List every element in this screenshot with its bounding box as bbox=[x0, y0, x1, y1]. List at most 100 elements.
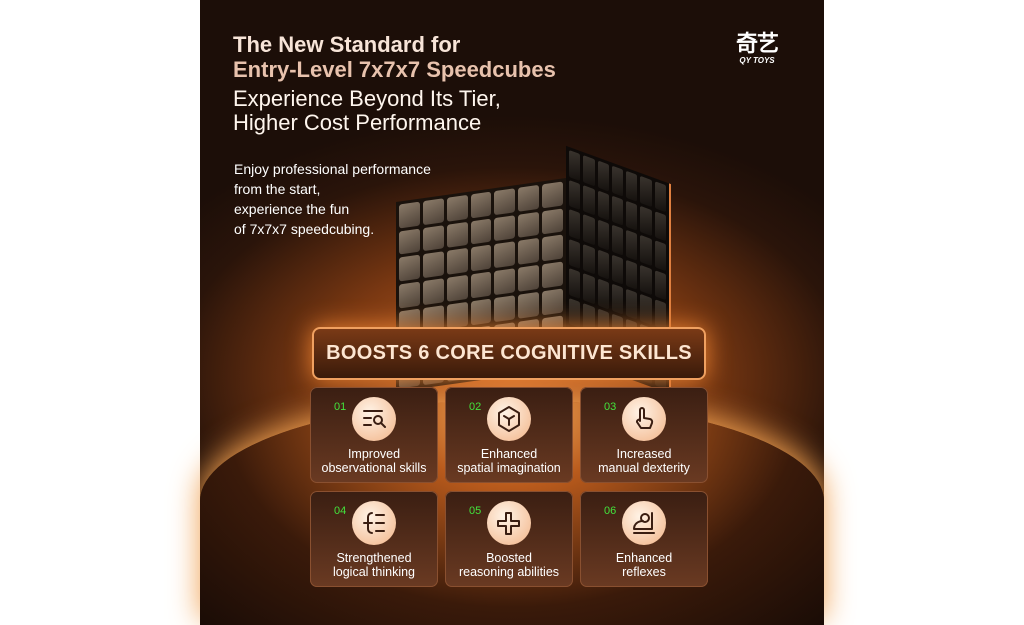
skill-label-line2: reflexes bbox=[622, 565, 666, 579]
cube-tile bbox=[597, 160, 609, 192]
cube-tile bbox=[446, 301, 468, 329]
cube-tile bbox=[542, 234, 563, 262]
cube-tile bbox=[399, 281, 420, 309]
skill-label-line1: Boosted bbox=[486, 551, 532, 565]
cube-tile bbox=[597, 278, 609, 310]
cube-tile bbox=[518, 238, 540, 265]
cube-tile bbox=[597, 189, 609, 221]
cube-tile bbox=[422, 224, 444, 252]
cube-tile bbox=[640, 235, 652, 266]
skill-label-line1: Enhanced bbox=[480, 447, 538, 461]
cube-tile bbox=[494, 241, 516, 269]
cube-tile bbox=[611, 283, 624, 315]
skill-label-line2: manual dexterity bbox=[598, 461, 690, 475]
cube-tile bbox=[626, 259, 638, 291]
cube-tile bbox=[597, 219, 609, 251]
cube-tile bbox=[399, 255, 420, 282]
headline-line1: The New Standard for bbox=[233, 32, 461, 57]
skill-card: 02 Enhanced spatial imagination bbox=[445, 387, 573, 483]
cube-tile bbox=[518, 184, 540, 212]
skill-label: Increased manual dexterity bbox=[580, 447, 708, 475]
cube-tile bbox=[626, 200, 638, 232]
cube-tile bbox=[494, 268, 516, 295]
skill-label-line1: Improved bbox=[347, 447, 401, 461]
cube-tile bbox=[583, 243, 595, 275]
cube-tile bbox=[518, 291, 540, 319]
cube-tile bbox=[611, 195, 624, 226]
brand-logo: 奇艺 QY TOYS bbox=[736, 31, 779, 66]
skill-label: Improved observational skills bbox=[310, 447, 438, 475]
skills-banner: BOOSTS 6 CORE COGNITIVE SKILLS bbox=[312, 327, 706, 380]
cube-tile bbox=[626, 170, 638, 202]
cube-tile bbox=[494, 188, 516, 215]
cube-tile bbox=[654, 240, 666, 271]
cube-tile bbox=[422, 251, 444, 279]
headline-line3: Experience Beyond Its Tier, bbox=[233, 86, 501, 111]
skill-number: 02 bbox=[469, 401, 482, 413]
cube-tile bbox=[446, 221, 468, 249]
skill-label-line2: logical thinking bbox=[333, 565, 415, 579]
cube-tile bbox=[569, 209, 581, 240]
cube-tile bbox=[583, 184, 595, 216]
cube-tile bbox=[569, 268, 581, 299]
skill-label-line2: observational skills bbox=[321, 461, 427, 475]
cube-tile bbox=[542, 181, 563, 209]
cube-tile bbox=[611, 165, 624, 197]
headline-line4: Higher Cost Performance bbox=[233, 110, 482, 135]
cube-tile bbox=[640, 294, 652, 325]
cube-tile bbox=[422, 278, 444, 306]
cube-tile bbox=[542, 288, 563, 315]
cube-tile bbox=[583, 273, 595, 305]
cube-tile bbox=[626, 229, 638, 261]
puzzle-knot-icon bbox=[487, 501, 531, 545]
cube-tile bbox=[597, 249, 609, 280]
hand-pointer-icon bbox=[622, 397, 666, 441]
skill-number: 03 bbox=[604, 401, 617, 413]
cube-tile bbox=[654, 299, 666, 331]
skill-label-line2: reasoning abilities bbox=[458, 565, 560, 579]
cube-tile bbox=[654, 181, 666, 212]
cube-tile bbox=[626, 289, 638, 320]
skill-number: 01 bbox=[334, 401, 347, 413]
cube-tile bbox=[569, 149, 581, 181]
logic-list-icon bbox=[352, 501, 396, 545]
skill-card: 04 Strengthened logical thinking bbox=[310, 491, 438, 587]
cube-tile bbox=[611, 254, 624, 285]
cube-tile bbox=[583, 155, 595, 186]
skill-label: Enhanced reflexes bbox=[580, 551, 708, 579]
cube-tile bbox=[542, 261, 563, 289]
skill-card: 06 Enhanced reflexes bbox=[580, 491, 708, 587]
cube-tile bbox=[640, 175, 652, 207]
skill-label: Strengthened logical thinking bbox=[310, 551, 438, 579]
skill-card: 03 Increased manual dexterity bbox=[580, 387, 708, 483]
search-list-icon bbox=[352, 397, 396, 441]
skill-number: 05 bbox=[469, 505, 482, 517]
cube-tile bbox=[399, 201, 420, 229]
skill-label-line1: Increased bbox=[616, 447, 672, 461]
cube-tile bbox=[446, 275, 468, 302]
cube-tile bbox=[654, 210, 666, 242]
cube-tile bbox=[569, 238, 581, 270]
cube-tile bbox=[494, 214, 516, 242]
cube-tile bbox=[470, 271, 492, 299]
cube-tile bbox=[640, 264, 652, 296]
cube-tile bbox=[399, 228, 420, 255]
person-reflex-icon bbox=[622, 501, 666, 545]
cube-tile bbox=[611, 224, 624, 256]
headline-line2: Entry-Level 7x7x7 Speedcubes bbox=[233, 57, 556, 82]
skill-label-line1: Strengthened bbox=[336, 551, 412, 565]
logo-en: QY TOYS bbox=[739, 56, 775, 65]
cube-tile bbox=[446, 194, 468, 222]
subtext: Enjoy professional performance from the … bbox=[234, 161, 431, 237]
cube-tile bbox=[470, 244, 492, 272]
skill-card: 01 Improved observational skills bbox=[310, 387, 438, 483]
cube-tile bbox=[470, 218, 492, 245]
skill-number: 06 bbox=[604, 505, 617, 517]
cube-tile bbox=[569, 297, 581, 329]
cube-tile bbox=[583, 214, 595, 245]
cube-tile bbox=[470, 191, 492, 219]
cube-tile bbox=[654, 269, 666, 301]
skill-label: Enhanced spatial imagination bbox=[445, 447, 573, 475]
logo-cn: 奇艺 bbox=[736, 31, 779, 56]
skill-label-line1: Enhanced bbox=[615, 551, 673, 565]
